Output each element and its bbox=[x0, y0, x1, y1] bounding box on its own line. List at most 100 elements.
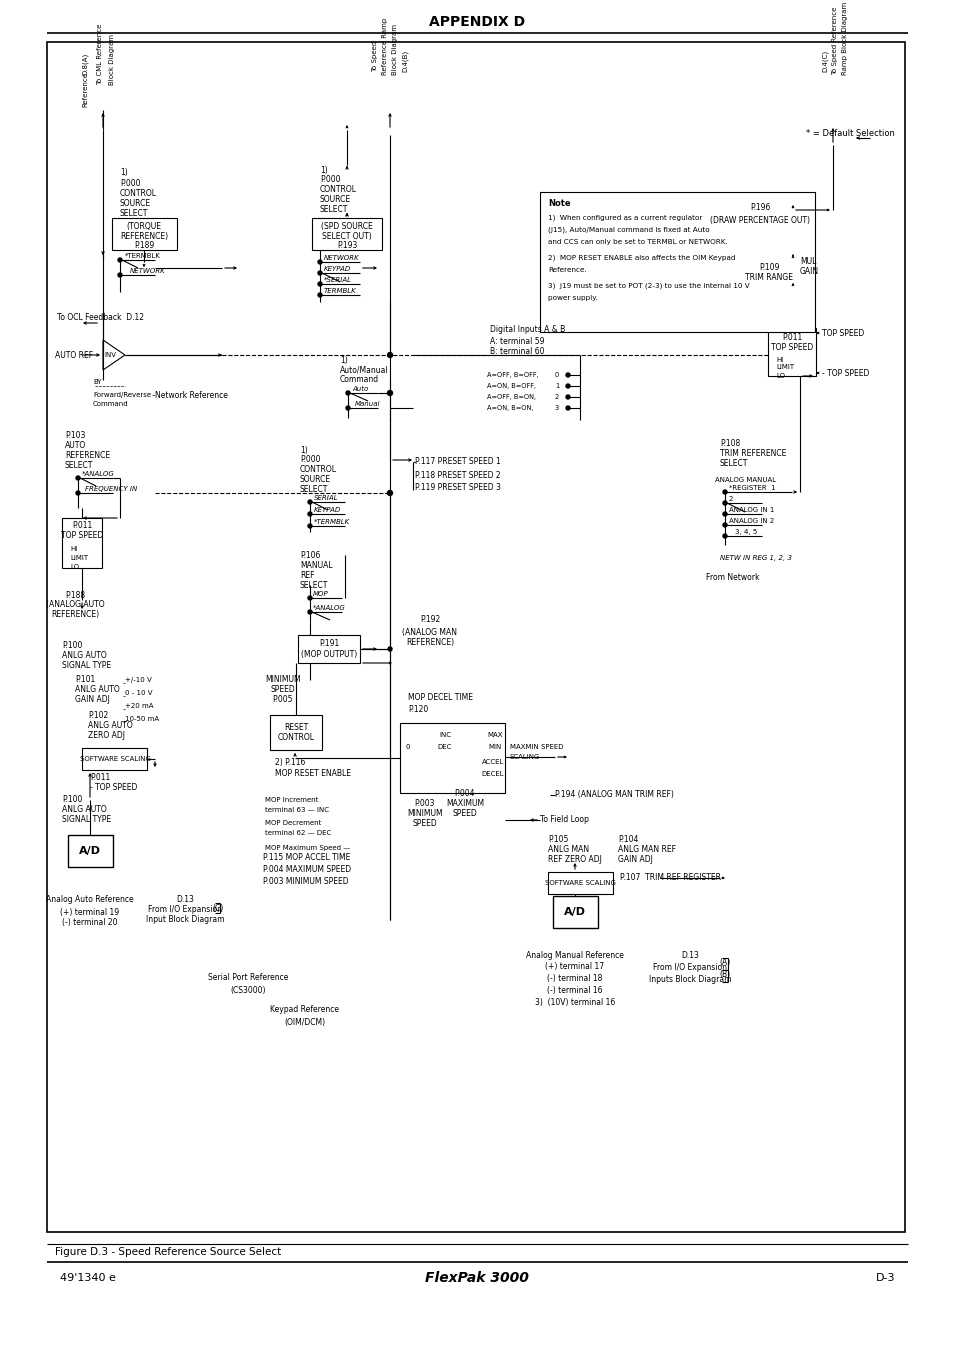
Text: 0 - 10 V: 0 - 10 V bbox=[125, 690, 152, 696]
Text: (-) terminal 20: (-) terminal 20 bbox=[62, 917, 117, 927]
Text: ANLG AUTO: ANLG AUTO bbox=[62, 805, 107, 815]
Text: SELECT: SELECT bbox=[319, 205, 348, 215]
Text: REF ZERO ADJ: REF ZERO ADJ bbox=[547, 855, 601, 865]
Text: (-) terminal 16: (-) terminal 16 bbox=[547, 986, 602, 996]
Text: MOP Maximum Speed —: MOP Maximum Speed — bbox=[265, 844, 350, 851]
Text: CONTROL: CONTROL bbox=[319, 185, 356, 195]
Text: ANLG MAN REF: ANLG MAN REF bbox=[618, 846, 676, 854]
Text: P.192: P.192 bbox=[419, 616, 439, 624]
Text: MOP: MOP bbox=[313, 590, 329, 597]
Text: P.120: P.120 bbox=[408, 705, 428, 715]
Text: P.000: P.000 bbox=[299, 455, 320, 465]
Text: HI: HI bbox=[70, 546, 77, 553]
Text: B: terminal 60: B: terminal 60 bbox=[490, 347, 544, 357]
Text: - TOP SPEED: - TOP SPEED bbox=[821, 369, 868, 377]
Text: (+) terminal 17: (+) terminal 17 bbox=[545, 962, 604, 971]
Text: SELECT: SELECT bbox=[120, 208, 149, 218]
Text: A=OFF, B=OFF,: A=OFF, B=OFF, bbox=[486, 372, 538, 378]
Text: SOFTWARE SCALING: SOFTWARE SCALING bbox=[544, 880, 615, 886]
Text: MINIMUM: MINIMUM bbox=[407, 808, 442, 817]
Text: Inputs Block Diagram: Inputs Block Diagram bbox=[648, 974, 731, 984]
Text: MINIMUM: MINIMUM bbox=[265, 676, 300, 685]
Circle shape bbox=[308, 611, 312, 613]
Circle shape bbox=[565, 384, 569, 388]
Circle shape bbox=[308, 500, 312, 504]
Text: To CML Reference: To CML Reference bbox=[97, 23, 103, 85]
Text: power supply.: power supply. bbox=[547, 295, 598, 301]
Text: (TORQUE: (TORQUE bbox=[127, 223, 161, 231]
Text: (OIM/DCM): (OIM/DCM) bbox=[284, 1017, 325, 1027]
Text: TRIM REFERENCE: TRIM REFERENCE bbox=[720, 449, 785, 458]
Text: To Field Loop: To Field Loop bbox=[539, 816, 588, 824]
Bar bbox=[539, 192, 814, 332]
Circle shape bbox=[346, 407, 350, 409]
Circle shape bbox=[722, 512, 726, 516]
Text: 2) P.116: 2) P.116 bbox=[274, 758, 305, 766]
Text: * = Default Selection: * = Default Selection bbox=[805, 128, 894, 138]
Text: P.107  TRIM REF REGISTER: P.107 TRIM REF REGISTER bbox=[619, 874, 720, 882]
Text: P.117 PRESET SPEED 1: P.117 PRESET SPEED 1 bbox=[415, 458, 500, 466]
Text: *SERIAL: *SERIAL bbox=[324, 277, 352, 282]
Text: 0: 0 bbox=[555, 372, 558, 378]
Text: GAIN ADJ: GAIN ADJ bbox=[75, 696, 110, 704]
Text: Reference.: Reference. bbox=[547, 267, 586, 273]
Text: SELECT: SELECT bbox=[299, 581, 328, 589]
Text: Analog Auto Reference: Analog Auto Reference bbox=[46, 896, 133, 905]
Text: +/-10 V: +/-10 V bbox=[125, 677, 152, 684]
Text: To Speed: To Speed bbox=[372, 41, 377, 72]
Text: *TERMBLK: *TERMBLK bbox=[314, 519, 350, 526]
Text: Reference: Reference bbox=[82, 72, 88, 107]
Text: (CS3000): (CS3000) bbox=[230, 985, 266, 994]
Text: D-3: D-3 bbox=[875, 1273, 894, 1283]
Text: D.8(A): D.8(A) bbox=[82, 53, 89, 76]
Text: SPEED: SPEED bbox=[413, 819, 436, 828]
Text: DECEL: DECEL bbox=[481, 771, 504, 777]
Text: P.115 MOP ACCEL TIME: P.115 MOP ACCEL TIME bbox=[263, 854, 350, 862]
Text: P.191: P.191 bbox=[318, 639, 338, 648]
Circle shape bbox=[118, 273, 122, 277]
Text: P.011: P.011 bbox=[781, 334, 801, 343]
Text: P.106: P.106 bbox=[299, 550, 320, 559]
Text: P.005: P.005 bbox=[273, 696, 293, 704]
Text: *REGISTER  1: *REGISTER 1 bbox=[728, 485, 775, 490]
Text: P.118 PRESET SPEED 2: P.118 PRESET SPEED 2 bbox=[415, 470, 500, 480]
Bar bbox=[553, 896, 598, 928]
Text: LO: LO bbox=[70, 563, 79, 570]
Text: P.000: P.000 bbox=[120, 178, 140, 188]
Text: TOP SPEED: TOP SPEED bbox=[770, 343, 812, 353]
Text: CONTROL: CONTROL bbox=[277, 734, 314, 743]
Text: MIN: MIN bbox=[488, 744, 501, 750]
Text: (C): (C) bbox=[213, 904, 223, 912]
Bar bbox=[297, 635, 359, 663]
Text: P.004 MAXIMUM SPEED: P.004 MAXIMUM SPEED bbox=[263, 866, 351, 874]
Text: SELECT: SELECT bbox=[720, 458, 747, 467]
Text: Command: Command bbox=[339, 376, 378, 385]
Text: APPENDIX D: APPENDIX D bbox=[429, 15, 524, 28]
Text: (B): (B) bbox=[719, 970, 730, 979]
Text: AUTO REF: AUTO REF bbox=[55, 350, 93, 359]
Text: 1): 1) bbox=[339, 355, 348, 365]
Text: D.13: D.13 bbox=[680, 951, 699, 959]
Text: P.011: P.011 bbox=[71, 521, 92, 531]
Text: FREQUENCY IN: FREQUENCY IN bbox=[85, 486, 137, 492]
Circle shape bbox=[308, 596, 312, 600]
Text: ANLG MAN: ANLG MAN bbox=[547, 846, 589, 854]
Text: P.011: P.011 bbox=[90, 774, 111, 782]
Circle shape bbox=[565, 407, 569, 409]
Bar bbox=[62, 517, 102, 567]
Text: AUTO: AUTO bbox=[65, 440, 86, 450]
Text: 1): 1) bbox=[299, 446, 308, 454]
Bar bbox=[270, 715, 322, 750]
Circle shape bbox=[722, 501, 726, 505]
Circle shape bbox=[76, 490, 80, 494]
Bar bbox=[47, 42, 904, 1232]
Circle shape bbox=[308, 512, 312, 516]
Text: P.119 PRESET SPEED 3: P.119 PRESET SPEED 3 bbox=[415, 484, 500, 493]
Text: REFERENCE): REFERENCE) bbox=[406, 639, 454, 647]
Text: SPEED: SPEED bbox=[271, 685, 295, 694]
Text: (DRAW PERCENTAGE OUT): (DRAW PERCENTAGE OUT) bbox=[709, 216, 809, 224]
Text: MOP Increment: MOP Increment bbox=[265, 797, 318, 802]
Bar bbox=[547, 871, 613, 894]
Text: Reference Ramp: Reference Ramp bbox=[381, 18, 388, 76]
Text: *TERMBLK: *TERMBLK bbox=[125, 253, 161, 259]
